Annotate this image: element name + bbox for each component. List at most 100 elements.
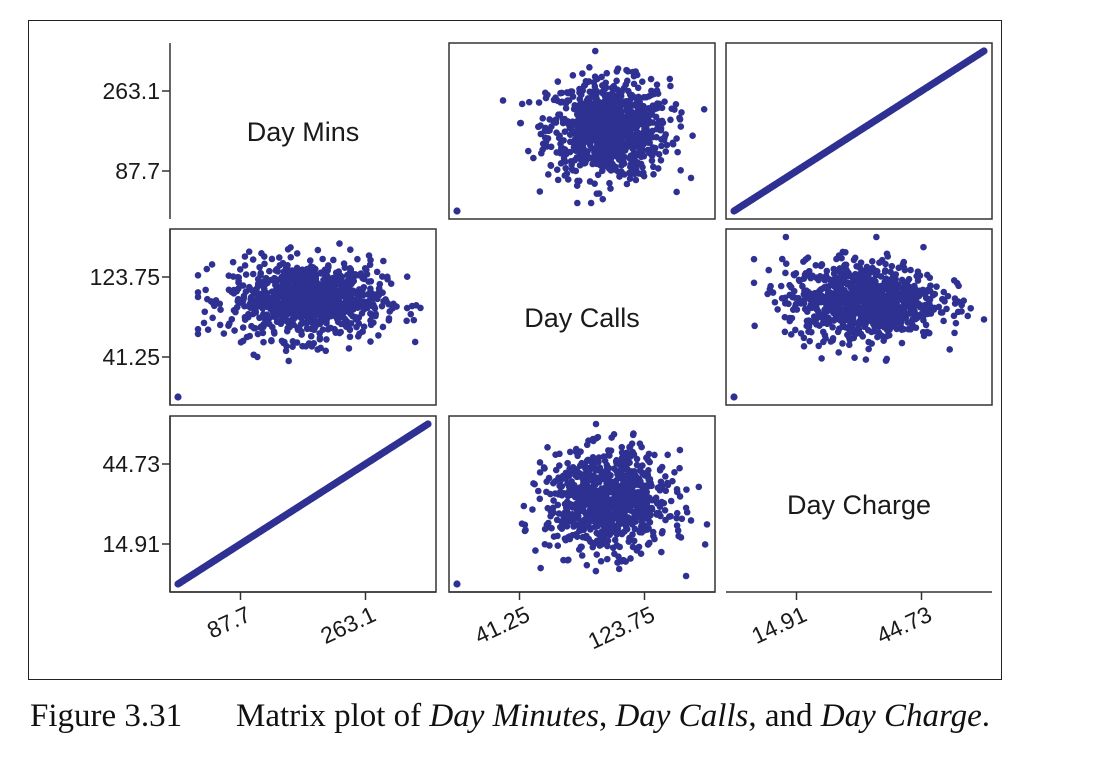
data-point-day-calls-vs-day-charge: [615, 565, 623, 573]
data-point-day-calls-vs-day-mins: [598, 144, 605, 152]
variable-label-day-calls: Day Calls: [524, 303, 640, 333]
data-point-day-charge-vs-day-calls: [946, 346, 953, 353]
outlier-point-day-calls-vs-day-mins: [453, 207, 461, 215]
data-point-day-mins-vs-day-calls: [322, 347, 330, 355]
data-point-day-calls-vs-day-mins: [626, 91, 634, 98]
data-point-day-calls-vs-day-mins: [580, 121, 587, 129]
data-point-day-calls-vs-day-mins: [537, 122, 544, 129]
data-point-day-charge-vs-day-calls: [799, 282, 806, 290]
data-point-day-mins-vs-day-calls: [305, 307, 312, 314]
data-point-day-calls-vs-day-mins: [647, 109, 654, 116]
data-point-day-mins-vs-day-calls: [371, 303, 378, 311]
data-point-day-charge-vs-day-calls: [781, 328, 789, 336]
x-tick-label-day-charge: 14.91: [747, 601, 810, 649]
data-point-day-charge-vs-day-calls: [750, 255, 758, 263]
data-point-day-mins-vs-day-calls: [280, 275, 287, 282]
data-point-day-charge-vs-day-calls: [886, 307, 894, 314]
data-point-day-calls-vs-day-charge: [648, 506, 656, 513]
data-point-day-calls-vs-day-charge: [577, 543, 585, 551]
data-point-day-charge-vs-day-calls: [782, 260, 790, 267]
data-point-day-calls-vs-day-mins: [627, 129, 634, 137]
data-point-day-mins-vs-day-calls: [298, 331, 305, 338]
data-point-day-calls-vs-day-mins: [654, 100, 661, 107]
data-point-day-calls-vs-day-charge: [605, 447, 612, 454]
data-point-day-charge-vs-day-calls: [821, 306, 828, 314]
data-point-day-calls-vs-day-charge: [667, 512, 674, 520]
data-point-day-calls-vs-day-mins: [544, 171, 552, 178]
data-point-day-charge-vs-day-calls: [853, 263, 860, 270]
data-point-day-calls-vs-day-charge: [597, 557, 605, 565]
data-point-day-charge-vs-day-calls: [832, 306, 839, 313]
data-point-day-mins-vs-day-calls: [231, 327, 238, 334]
data-point-day-mins-vs-day-calls: [320, 310, 328, 318]
data-point-day-charge-vs-day-calls: [870, 297, 878, 305]
data-point-day-calls-vs-day-mins: [603, 69, 611, 77]
data-point-day-calls-vs-day-mins: [538, 149, 545, 157]
data-point-day-charge-vs-day-calls: [924, 286, 932, 293]
data-point-day-mins-vs-day-calls: [307, 341, 315, 349]
data-point-day-calls-vs-day-charge: [673, 485, 681, 493]
data-point-day-calls-vs-day-mins: [612, 106, 619, 114]
data-point-day-mins-vs-day-calls: [308, 314, 316, 322]
data-point-day-mins-vs-day-calls: [354, 304, 362, 311]
data-point-day-calls-vs-day-charge: [583, 441, 591, 449]
data-point-day-mins-vs-day-calls: [298, 308, 306, 315]
data-point-day-charge-vs-day-calls: [953, 279, 961, 287]
data-point-day-calls-vs-day-mins: [606, 179, 613, 187]
data-point-day-mins-vs-day-calls: [272, 289, 279, 296]
data-point-day-mins-vs-day-calls: [357, 270, 365, 277]
caption-sep-1: ,: [598, 698, 616, 734]
data-point-day-charge-vs-day-calls: [778, 255, 786, 263]
data-point-day-charge-vs-day-calls: [829, 335, 837, 342]
data-point-day-charge-vs-day-calls: [845, 279, 852, 287]
caption-suffix: .: [981, 698, 991, 734]
data-point-day-charge-vs-day-calls: [815, 342, 823, 350]
data-point-day-calls-vs-day-charge: [662, 487, 670, 495]
data-point-day-charge-vs-day-calls: [845, 341, 853, 349]
data-point-day-mins-vs-day-calls: [202, 286, 209, 294]
data-point-day-mins-vs-day-calls: [233, 304, 241, 311]
data-point-day-calls-vs-day-charge: [664, 451, 671, 459]
data-point-day-calls-vs-day-charge: [604, 537, 612, 545]
data-point-day-charge-vs-day-calls: [841, 289, 849, 297]
data-point-day-mins-vs-day-calls: [306, 272, 314, 280]
data-point-day-mins-vs-day-calls: [412, 302, 420, 309]
data-point-day-calls-vs-day-charge: [562, 504, 570, 511]
data-point-day-charge-vs-day-calls: [842, 316, 849, 324]
data-point-day-charge-vs-day-calls: [806, 337, 813, 345]
data-point-day-calls-vs-day-mins: [636, 98, 643, 106]
data-point-day-calls-vs-day-mins: [567, 88, 575, 95]
data-point-day-calls-vs-day-charge: [616, 461, 624, 469]
data-point-day-charge-vs-day-calls: [880, 337, 887, 345]
data-point-day-calls-vs-day-charge: [591, 503, 599, 510]
data-point-day-mins-vs-day-calls: [319, 326, 327, 333]
data-point-day-charge-vs-day-calls: [967, 304, 975, 312]
data-point-day-mins-vs-day-calls: [256, 263, 263, 271]
data-point-day-calls-vs-day-mins: [623, 143, 630, 151]
data-point-day-calls-vs-day-mins: [605, 165, 613, 173]
data-point-day-calls-vs-day-mins: [594, 171, 602, 179]
data-point-day-charge-vs-day-calls: [915, 300, 922, 308]
data-point-day-calls-vs-day-charge: [606, 452, 613, 459]
data-point-day-mins-vs-day-calls: [239, 324, 247, 331]
data-point-day-mins-vs-day-calls: [367, 317, 374, 324]
x-tick-label-day-charge: 44.73: [872, 601, 935, 649]
data-point-day-calls-vs-day-mins: [614, 65, 622, 72]
data-point-day-mins-vs-day-calls: [360, 323, 368, 331]
data-point-day-calls-vs-day-mins: [677, 166, 684, 174]
data-point-day-charge-vs-day-calls: [816, 272, 824, 280]
data-point-day-charge-vs-day-calls: [884, 297, 892, 304]
data-point-day-calls-vs-day-charge: [603, 555, 611, 563]
data-point-day-charge-vs-day-calls: [844, 331, 851, 339]
data-point-day-calls-vs-day-mins: [667, 82, 674, 90]
data-point-day-calls-vs-day-mins: [674, 148, 681, 156]
data-point-day-mins-vs-day-calls: [347, 310, 354, 318]
data-point-day-calls-vs-day-mins: [553, 149, 561, 156]
data-point-day-calls-vs-day-charge: [550, 533, 558, 540]
data-point-day-mins-vs-day-calls: [366, 261, 374, 269]
data-point-day-charge-vs-day-calls: [980, 316, 988, 323]
data-point-day-calls-vs-day-charge: [628, 519, 636, 527]
data-point-day-charge-vs-day-calls: [818, 355, 825, 362]
data-point-day-mins-vs-day-calls: [367, 338, 374, 345]
data-point-day-calls-vs-day-charge: [637, 550, 645, 557]
